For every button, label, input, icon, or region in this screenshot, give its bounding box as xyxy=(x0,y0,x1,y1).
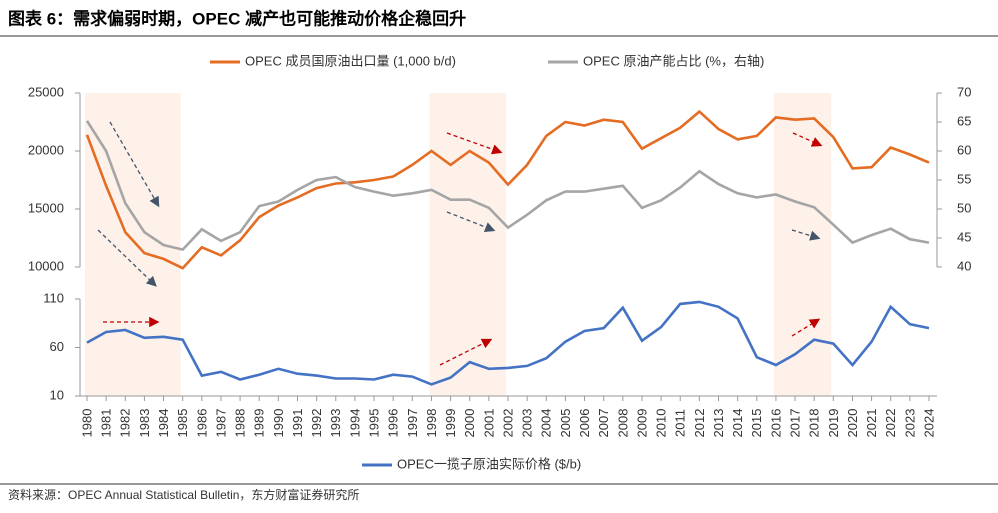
x-tick-label: 1997 xyxy=(405,409,420,438)
x-tick-label: 2012 xyxy=(692,409,707,438)
x-tick-label: 2008 xyxy=(615,409,630,438)
arrow xyxy=(439,338,493,366)
y-tick-label: 60 xyxy=(50,339,64,354)
x-tick-label: 2003 xyxy=(520,409,535,438)
x-tick-label: 2009 xyxy=(634,409,649,438)
y-tick-label: 10000 xyxy=(28,258,64,273)
arrow xyxy=(791,318,821,337)
x-tick-label: 1995 xyxy=(366,409,381,438)
y2-tick-label: 70 xyxy=(957,84,971,99)
legend-label: OPEC一揽子原油实际价格 ($/b) xyxy=(397,456,581,471)
x-tick-label: 2017 xyxy=(787,409,802,438)
chart-title: 图表 6：需求偏弱时期，OPEC 减产也可能推动价格企稳回升 xyxy=(8,8,466,28)
x-tick-label: 1998 xyxy=(424,409,439,438)
y2-tick-label: 60 xyxy=(957,142,971,157)
source: 资料来源：OPEC Annual Statistical Bulletin，东方… xyxy=(8,487,359,502)
x-tick-label: 2006 xyxy=(577,409,592,438)
x-tick-label: 2016 xyxy=(768,409,783,438)
x-tick-label: 2022 xyxy=(883,409,898,438)
x-tick-label: 2024 xyxy=(921,409,936,438)
arrow xyxy=(791,229,821,241)
y-tick-label: 20000 xyxy=(28,142,64,157)
x-tick-label: 2020 xyxy=(845,409,860,438)
x-tick-label: 2000 xyxy=(462,409,477,438)
y-tick-label: 10 xyxy=(50,387,64,402)
x-tick-label: 1987 xyxy=(213,409,228,438)
y2-tick-label: 45 xyxy=(957,229,971,244)
y2-tick-label: 40 xyxy=(957,258,971,273)
arrow xyxy=(97,229,157,287)
x-tick-label: 1986 xyxy=(194,409,209,438)
highlight-bands xyxy=(85,93,832,396)
x-tick-label: 1991 xyxy=(290,409,305,438)
x-tick-label: 1999 xyxy=(443,409,458,438)
x-tick-label: 1992 xyxy=(309,409,324,438)
x-tick-label: 2018 xyxy=(807,409,822,438)
x-tick-label: 2023 xyxy=(902,409,917,438)
x-tick-label: 1994 xyxy=(347,409,362,438)
x-tick-label: 2001 xyxy=(481,409,496,438)
x-tick-label: 2002 xyxy=(500,409,515,438)
line-series xyxy=(85,109,930,270)
line-series xyxy=(86,300,930,386)
line-series xyxy=(85,120,930,252)
x-tick-label: 2011 xyxy=(673,409,688,437)
x-tick-label: 1996 xyxy=(386,409,401,438)
x-tick-label: 1982 xyxy=(118,409,133,438)
x-tick-label: 1993 xyxy=(328,409,343,438)
arrow xyxy=(446,132,503,155)
x-tick-label: 1981 xyxy=(99,409,114,438)
x-tick-label: 1983 xyxy=(137,409,152,438)
x-tick-label: 2019 xyxy=(826,409,841,438)
arrow xyxy=(446,211,496,233)
y-tick-label: 25000 xyxy=(28,84,64,99)
legend-label: OPEC 原油产能占比 (%，右轴) xyxy=(583,53,764,68)
x-tick-label: 2005 xyxy=(558,409,573,438)
x-tick-label: 2015 xyxy=(749,409,764,438)
x-tick-label: 2004 xyxy=(539,409,554,438)
x-tick-label: 1984 xyxy=(156,409,171,438)
y2-tick-label: 65 xyxy=(957,113,971,128)
x-tick-label: 2013 xyxy=(711,409,726,438)
y-tick-label: 110 xyxy=(43,290,64,305)
x-tick-label: 2007 xyxy=(596,409,611,438)
annotation-arrows xyxy=(97,121,823,366)
y-tick-label: 15000 xyxy=(28,200,64,215)
arrow xyxy=(109,121,160,208)
x-tick-label: 1988 xyxy=(233,409,248,438)
y2-tick-label: 55 xyxy=(957,171,971,186)
x-tick-label: 2021 xyxy=(864,409,879,438)
x-tick-label: 1980 xyxy=(79,409,94,438)
highlight-band xyxy=(773,93,832,396)
x-tick-label: 1985 xyxy=(175,409,190,438)
x-tick-label: 2014 xyxy=(730,409,745,438)
y2-tick-label: 50 xyxy=(957,200,971,215)
x-tick-label: 1990 xyxy=(271,409,286,438)
x-tick-label: 2010 xyxy=(654,409,669,438)
arrow xyxy=(792,132,823,147)
legend-label: OPEC 成员国原油出口量 (1,000 b/d) xyxy=(245,53,456,68)
highlight-band xyxy=(429,93,506,396)
x-tick-label: 1989 xyxy=(252,409,267,438)
